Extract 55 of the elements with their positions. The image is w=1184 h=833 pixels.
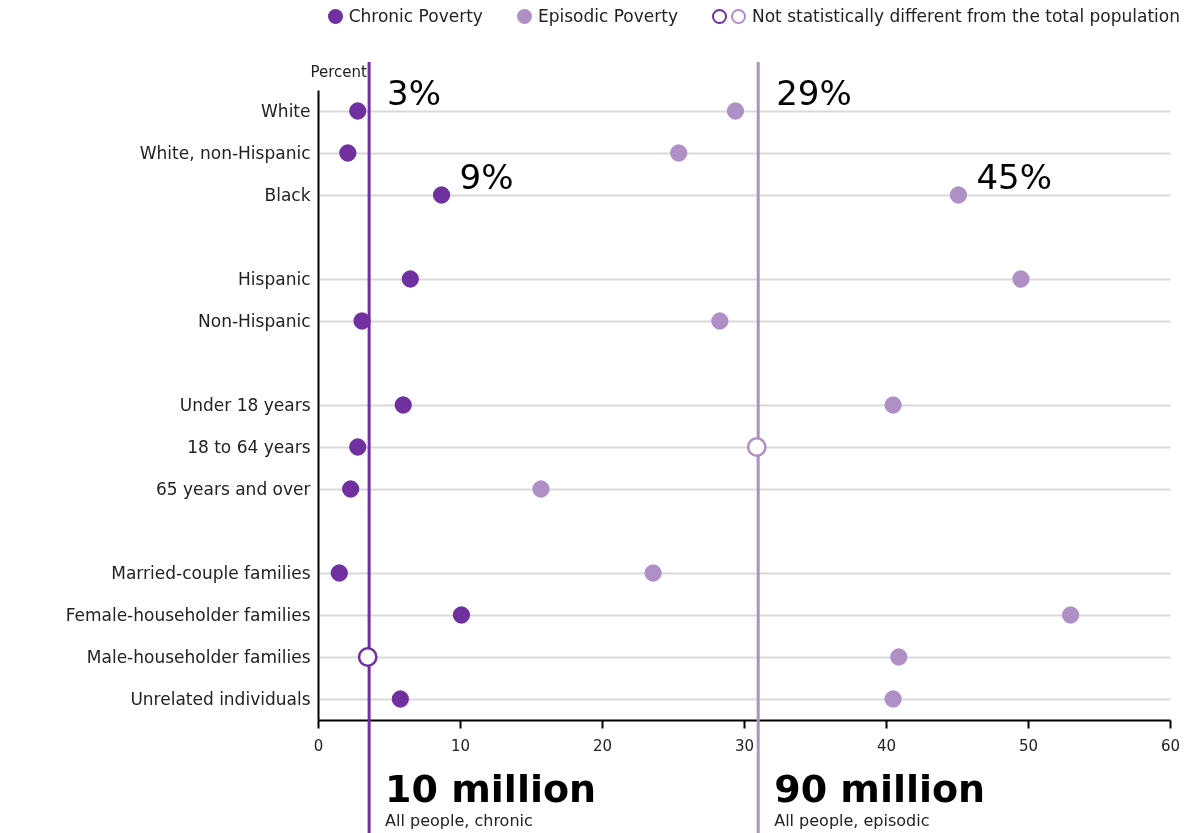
y-tick-label: Under 18 years bbox=[179, 394, 311, 415]
y-tick-label: Female-householder families bbox=[65, 604, 311, 625]
x-tick-label: 50 bbox=[1018, 736, 1039, 755]
x-tick-label: 0 bbox=[313, 736, 324, 755]
y-tick-label: White bbox=[261, 100, 311, 121]
x-axis-title: Percent bbox=[310, 62, 368, 81]
y-tick-label: Married-couple families bbox=[111, 562, 311, 583]
point bbox=[644, 564, 662, 582]
y-tick-label: Non-Hispanic bbox=[198, 310, 311, 331]
point bbox=[401, 270, 419, 288]
y-tick-label: Male-householder families bbox=[86, 646, 311, 667]
point bbox=[349, 438, 367, 456]
annotation: All people, episodic bbox=[774, 811, 930, 830]
point bbox=[432, 186, 451, 204]
annotation: 29% bbox=[776, 73, 852, 113]
x-tick-label: 60 bbox=[1160, 736, 1181, 755]
y-tick-label: Hispanic bbox=[238, 268, 311, 289]
point bbox=[884, 396, 902, 414]
legend-label: Episodic Poverty bbox=[537, 6, 678, 26]
point bbox=[890, 648, 908, 666]
ref-line-label: 90 million bbox=[774, 767, 986, 811]
annotation: All people, chronic bbox=[385, 811, 533, 830]
ref-line-label: 10 million bbox=[385, 767, 597, 811]
legend-label: Chronic Poverty bbox=[348, 6, 483, 26]
x-tick-label: 20 bbox=[592, 736, 613, 755]
point bbox=[949, 186, 968, 204]
point bbox=[349, 102, 367, 120]
x-tick-label: 30 bbox=[734, 736, 755, 755]
y-tick-label: White, non-Hispanic bbox=[139, 142, 311, 163]
point bbox=[1012, 270, 1030, 288]
y-tick-label: Unrelated individuals bbox=[130, 688, 311, 709]
point bbox=[532, 480, 550, 498]
annotation: 9% bbox=[459, 157, 514, 197]
annotation: 3% bbox=[387, 73, 442, 113]
y-tick-label: Black bbox=[264, 184, 311, 205]
point bbox=[1061, 606, 1080, 624]
y-tick-label: 65 years and over bbox=[155, 478, 311, 499]
point bbox=[330, 564, 348, 582]
point bbox=[342, 480, 360, 498]
point bbox=[452, 606, 471, 624]
point bbox=[670, 144, 688, 162]
point bbox=[726, 102, 745, 120]
point bbox=[339, 144, 357, 162]
point bbox=[391, 690, 410, 708]
legend-label: Not statistically different from the total population bbox=[751, 6, 1180, 26]
point bbox=[746, 437, 767, 457]
point bbox=[711, 312, 729, 330]
point bbox=[394, 396, 412, 414]
point bbox=[353, 312, 371, 330]
x-tick-label: 40 bbox=[876, 736, 897, 755]
annotation: 45% bbox=[976, 157, 1052, 197]
point bbox=[884, 690, 902, 708]
y-tick-label: 18 to 64 years bbox=[187, 436, 311, 457]
point bbox=[357, 647, 378, 667]
x-tick-label: 10 bbox=[450, 736, 471, 755]
